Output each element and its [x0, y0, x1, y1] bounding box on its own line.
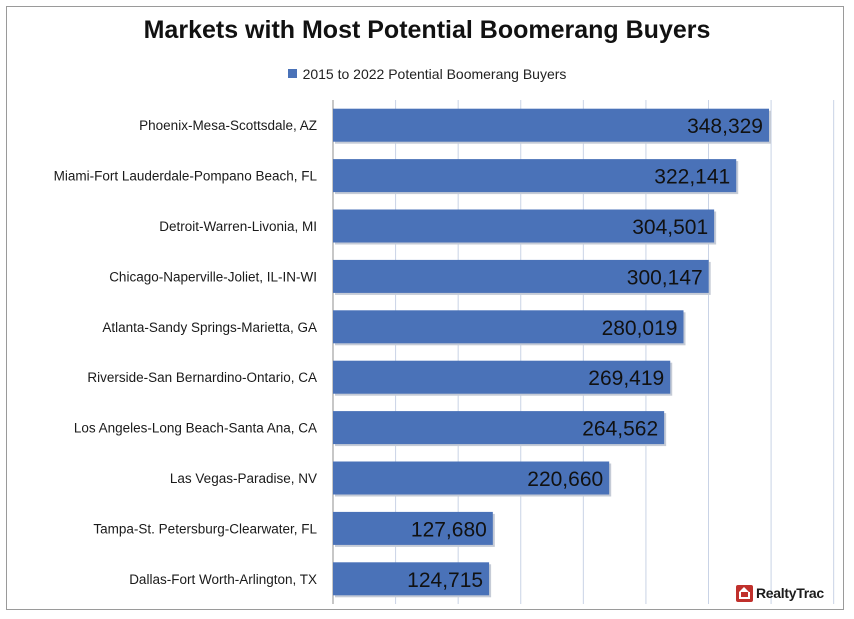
legend-label: 2015 to 2022 Potential Boomerang Buyers — [302, 66, 567, 82]
category-label: Chicago-Naperville-Joliet, IL-IN-WI — [109, 269, 317, 284]
category-label: Riverside-San Bernardino-Ontario, CA — [87, 370, 317, 385]
bar — [333, 411, 665, 445]
bar — [333, 511, 493, 545]
legend-swatch — [287, 69, 297, 78]
house-icon — [736, 584, 753, 602]
category-label: Phoenix-Mesa-Scottsdale, AZ — [139, 118, 317, 133]
category-label: Miami-Fort Lauderdale-Pompano Beach, FL — [54, 169, 318, 184]
bar — [333, 310, 684, 344]
category-label: Tampa-St. Petersburg-Clearwater, FL — [93, 521, 317, 536]
data-label: 322,141 — [654, 166, 730, 189]
bar — [333, 360, 671, 394]
realtytrac-logo: RealtyTrac — [736, 583, 824, 603]
category-label: Dallas-Fort Worth-Arlington, TX — [129, 572, 317, 587]
chart-frame — [6, 6, 844, 610]
category-label: Los Angeles-Long Beach-Santa Ana, CA — [74, 421, 317, 436]
category-label: Detroit-Warren-Livonia, MI — [159, 219, 317, 234]
logo-text: RealtyTrac — [756, 585, 824, 601]
data-label: 124,715 — [407, 569, 483, 592]
bar — [333, 108, 769, 142]
data-label: 220,660 — [527, 468, 603, 491]
bar — [333, 461, 610, 495]
bar — [333, 562, 490, 596]
bar — [333, 209, 715, 243]
data-label: 304,501 — [632, 216, 708, 239]
chart-legend: 2015 to 2022 Potential Boomerang Buyers — [0, 66, 854, 82]
data-label: 348,329 — [687, 115, 763, 138]
bar — [333, 259, 709, 293]
data-label: 127,680 — [411, 518, 487, 541]
data-label: 300,147 — [627, 266, 703, 289]
data-label: 269,419 — [588, 367, 664, 390]
category-label: Atlanta-Sandy Springs-Marietta, GA — [102, 320, 317, 335]
bar — [333, 159, 737, 193]
category-label: Las Vegas-Paradise, NV — [170, 471, 317, 486]
data-label: 280,019 — [602, 317, 678, 340]
chart-title: Markets with Most Potential Boomerang Bu… — [143, 16, 711, 44]
data-label: 264,562 — [582, 418, 658, 441]
